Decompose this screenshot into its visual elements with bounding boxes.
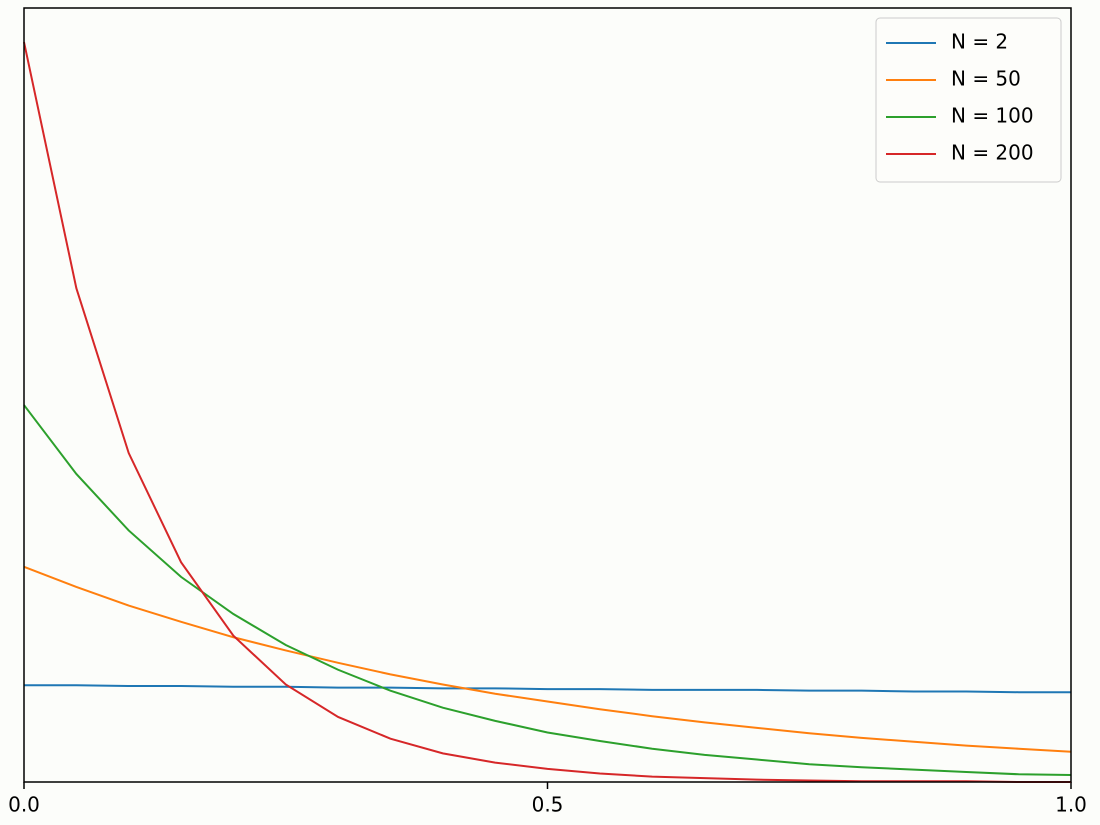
x-tick-label: 1.0 — [1055, 793, 1087, 817]
series-line — [23, 41, 1071, 783]
plot-frame — [23, 7, 1072, 783]
x-tick-label: 0.5 — [532, 793, 564, 817]
legend-label: N = 50 — [951, 67, 1021, 91]
series-line — [23, 404, 1072, 777]
legend-box — [875, 17, 1062, 183]
legend-label: N = 2 — [951, 30, 1008, 54]
legend-label: N = 200 — [951, 141, 1034, 165]
x-tick-label: 0.0 — [8, 793, 40, 817]
legend-label: N = 100 — [951, 104, 1034, 128]
series-line — [23, 565, 1072, 753]
series-line — [24, 684, 1071, 694]
